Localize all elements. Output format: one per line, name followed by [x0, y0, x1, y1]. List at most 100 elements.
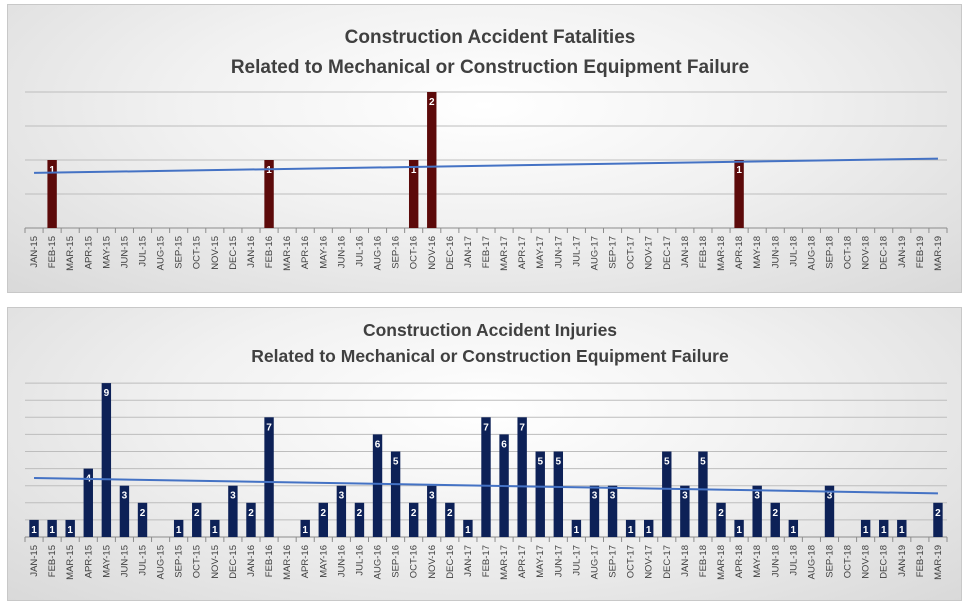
x-tick-label: JUL-17 [571, 236, 582, 267]
bar-data-label: 1 [574, 525, 580, 536]
x-tick-label: OCT-18 [843, 545, 854, 578]
bar-data-label: 2 [935, 508, 941, 519]
injuries-chart: Construction Accident Injuries Related t… [24, 320, 948, 580]
bar [246, 502, 256, 537]
x-tick-label: OCT-15 [192, 545, 203, 578]
x-tick-label: APR-18 [734, 236, 745, 269]
x-tick-label: JAN-17 [463, 545, 474, 577]
x-tick-label: APR-17 [517, 236, 528, 269]
x-tick-label: JUL-17 [571, 545, 582, 576]
x-tick-label: FEB-17 [481, 236, 492, 268]
x-tick-label: JAN-16 [246, 545, 257, 577]
bar [644, 519, 654, 537]
fatalities-chart-subtitle: Related to Mechanical or Construction Eq… [231, 57, 749, 78]
bar [408, 160, 419, 228]
bar [47, 160, 57, 228]
bar [210, 519, 220, 537]
bar [517, 417, 527, 537]
x-tick-label: FEB-15 [47, 236, 58, 268]
x-tick-label: JAN-18 [680, 236, 691, 268]
bar-data-label: 2 [772, 508, 778, 519]
trendline [34, 157, 938, 174]
bar [137, 502, 148, 537]
x-tick-label: MAY-17 [535, 545, 546, 578]
x-tick-label: JAN-18 [680, 545, 691, 577]
x-tick-label: MAY-18 [752, 236, 763, 269]
x-tick-label: AUG-18 [806, 545, 817, 579]
bar-data-label: 6 [375, 439, 381, 450]
bar [408, 502, 419, 537]
x-tick-label: MAR-17 [499, 236, 510, 271]
x-tick-label: APR-15 [83, 545, 94, 578]
x-tick-label: DEC-15 [228, 236, 239, 270]
x-tick-label: FEB-19 [915, 236, 926, 268]
x-tick-label: JUN-17 [553, 545, 564, 577]
bar [897, 519, 907, 537]
x-tick-label: OCT-16 [409, 236, 420, 269]
fatalities-chart-panel: Construction Accident Fatalities Related… [7, 4, 962, 293]
bar-data-label: 5 [664, 457, 670, 468]
bar-data-label: 3 [754, 491, 760, 502]
bar [83, 468, 93, 537]
x-tick-label: AUG-16 [373, 545, 384, 579]
bar [770, 502, 780, 537]
x-tick-label: MAR-17 [499, 545, 510, 580]
bar-data-label: 1 [411, 165, 417, 176]
x-tick-label: SEP-15 [174, 236, 185, 269]
injuries-chart-subtitle: Related to Mechanical or Construction Eq… [251, 346, 729, 366]
x-tick-label: SEP-17 [608, 236, 619, 269]
x-tick-label: JAN-15 [29, 236, 40, 268]
bar-data-label: 2 [718, 508, 724, 519]
bar-data-label: 1 [212, 525, 218, 536]
x-tick-label: DEC-17 [662, 236, 673, 270]
x-tick-label: NOV-16 [427, 545, 438, 579]
bar-data-label: 3 [682, 491, 688, 502]
x-tick-label: AUG-17 [589, 236, 600, 270]
bar [318, 502, 328, 537]
bar [788, 519, 799, 537]
x-tick-label: MAY-16 [318, 545, 329, 578]
x-tick-label: NOV-16 [427, 236, 438, 270]
bar [662, 451, 672, 537]
bar-data-label: 7 [266, 422, 272, 433]
bar-data-label: 5 [537, 457, 543, 468]
x-tick-label: JUL-16 [354, 236, 365, 267]
x-tick-label: JAN-15 [29, 545, 40, 577]
x-tick-label: MAR-15 [65, 236, 76, 271]
bar [879, 519, 889, 537]
bar [824, 485, 835, 537]
x-tick-label: OCT-17 [626, 236, 637, 269]
x-tick-label: JUL-18 [788, 236, 799, 267]
bar [933, 502, 943, 537]
x-tick-label: APR-18 [734, 545, 745, 578]
bar [752, 485, 762, 537]
bar-data-label: 9 [104, 388, 110, 399]
bar [173, 519, 184, 537]
x-tick-label: JUN-18 [770, 236, 781, 268]
bar [698, 451, 708, 537]
x-tick-label: SEP-16 [391, 545, 402, 578]
x-tick-label: MAR-18 [716, 236, 727, 271]
x-tick-label: OCT-17 [626, 545, 637, 578]
x-tick-label: DEC-18 [879, 236, 890, 270]
bar [734, 519, 744, 537]
fatalities-chart: Construction Accident Fatalities Related… [24, 27, 948, 271]
bar-data-label: 5 [556, 457, 562, 468]
x-tick-label: JAN-17 [463, 236, 474, 268]
x-tick-label: AUG-16 [373, 236, 384, 270]
bar [427, 92, 437, 228]
bar [716, 502, 726, 537]
bar [228, 485, 238, 537]
bar-data-label: 2 [447, 508, 453, 519]
x-tick-label: DEC-18 [879, 545, 890, 579]
bar-data-label: 3 [610, 491, 616, 502]
x-tick-label: JUN-18 [770, 545, 781, 577]
x-tick-label: MAR-16 [282, 545, 293, 580]
bar-data-label: 3 [827, 491, 833, 502]
x-tick-label: FEB-18 [698, 545, 709, 577]
x-tick-label: NOV-15 [210, 545, 221, 579]
x-tick-label: NOV-17 [644, 236, 655, 270]
x-tick-label: NOV-15 [210, 236, 221, 270]
bar-data-label: 2 [248, 508, 254, 519]
x-tick-label: MAY-18 [752, 545, 763, 578]
